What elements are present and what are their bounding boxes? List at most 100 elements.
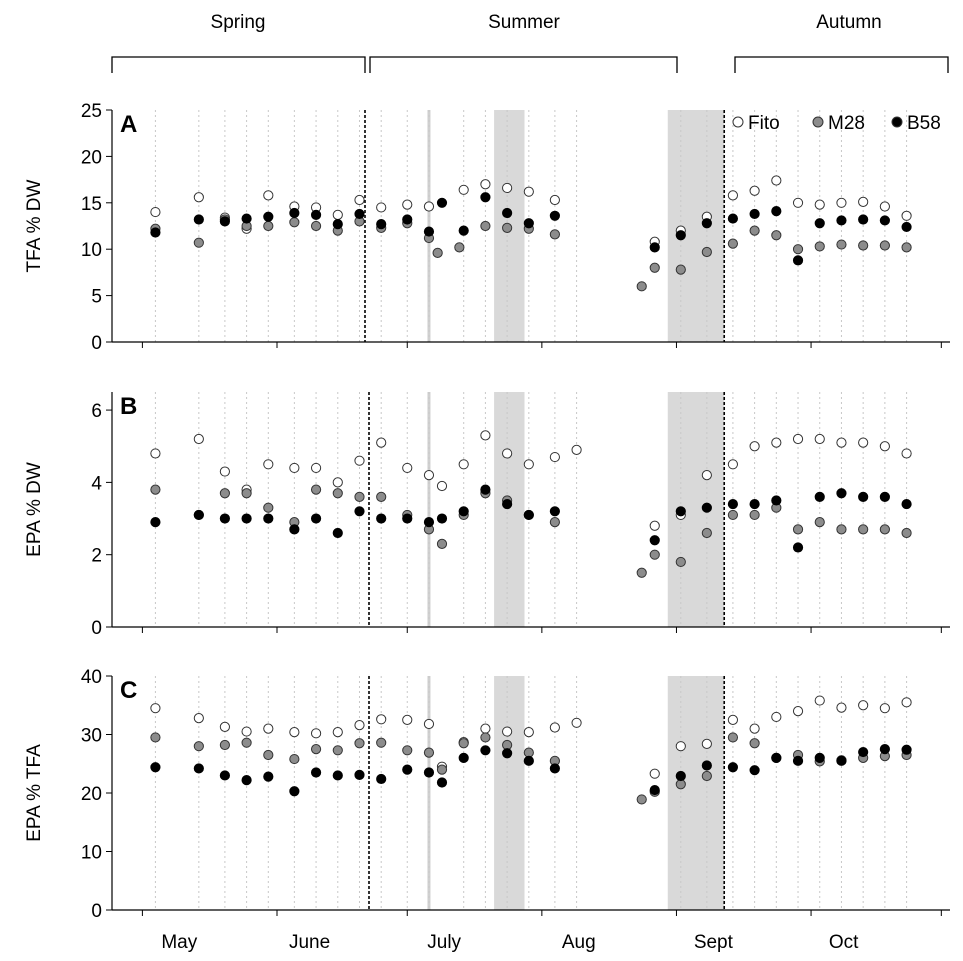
data-point-fito (701, 470, 712, 481)
data-point-m28 (354, 491, 365, 502)
data-point-fito (727, 190, 739, 201)
data-point-fito (402, 199, 413, 210)
data-point-b58 (792, 755, 804, 766)
data-point-b58 (727, 762, 739, 773)
data-point-m28 (502, 222, 513, 233)
data-point-m28 (219, 488, 230, 499)
data-point-fito (901, 697, 912, 708)
data-point-fito (792, 433, 804, 445)
shaded-band (667, 110, 725, 342)
data-point-m28 (749, 509, 760, 521)
data-point-b58 (193, 214, 204, 225)
season-bracket (734, 56, 949, 73)
y-tick-label: 0 (91, 901, 102, 922)
month-label: June (289, 932, 330, 953)
data-point-b58 (354, 769, 365, 780)
data-point-m28 (549, 229, 560, 240)
shaded-band (494, 676, 525, 910)
panel-label: B (120, 393, 137, 420)
data-point-m28 (727, 238, 739, 249)
data-point-b58 (836, 488, 847, 499)
data-point-b58 (241, 513, 252, 524)
data-point-m28 (310, 744, 322, 755)
data-point-b58 (219, 216, 230, 227)
data-point-m28 (193, 237, 204, 248)
data-point-fito (502, 182, 513, 194)
data-point-b58 (649, 784, 660, 796)
data-point-fito (523, 727, 534, 738)
data-point-b58 (354, 208, 365, 220)
data-point-m28 (480, 732, 491, 743)
data-point-b58 (901, 221, 912, 233)
data-point-m28 (458, 738, 469, 749)
data-point-b58 (376, 773, 387, 785)
data-point-b58 (901, 498, 912, 510)
data-point-fito (263, 459, 274, 470)
data-point-fito (701, 738, 712, 749)
data-point-m28 (792, 524, 804, 535)
data-point-b58 (458, 506, 469, 517)
data-point-fito (219, 466, 230, 477)
data-point-b58 (423, 767, 435, 778)
y-tick-label: 4 (91, 473, 102, 494)
y-tick-label: 2 (91, 546, 102, 567)
y-tick-label: 10 (81, 240, 102, 261)
data-point-fito (289, 462, 300, 474)
data-point-b58 (879, 215, 890, 226)
data-point-b58 (423, 226, 435, 237)
data-point-m28 (814, 517, 825, 528)
data-point-b58 (193, 763, 204, 774)
data-point-fito (480, 179, 491, 190)
data-point-b58 (749, 498, 760, 510)
data-point-m28 (858, 240, 869, 251)
data-point-b58 (858, 491, 869, 502)
data-point-m28 (436, 538, 448, 549)
data-point-fito (263, 190, 274, 201)
data-point-b58 (310, 767, 322, 778)
data-point-fito (649, 520, 660, 531)
data-point-fito (376, 714, 387, 725)
data-point-m28 (901, 242, 912, 253)
data-point-b58 (901, 744, 912, 755)
data-point-fito (771, 175, 782, 186)
data-point-m28 (289, 753, 300, 765)
legend-label-fito: Fito (748, 113, 780, 134)
data-point-m28 (701, 527, 712, 539)
data-point-fito (310, 462, 322, 474)
data-point-b58 (502, 498, 513, 510)
data-point-m28 (436, 764, 448, 775)
data-point-b58 (701, 760, 712, 771)
y-tick-label: 40 (81, 667, 102, 688)
data-point-m28 (480, 220, 491, 232)
month-label: Sept (694, 932, 734, 953)
season-bracket (369, 56, 678, 73)
data-point-m28 (675, 264, 686, 275)
data-point-m28 (263, 502, 274, 513)
y-tick-label: 5 (91, 287, 102, 308)
legend-label-m28: M28 (828, 113, 865, 134)
data-point-fito (792, 197, 804, 208)
data-point-fito (289, 727, 300, 738)
data-point-fito (675, 741, 686, 752)
y-tick-label: 20 (81, 784, 102, 805)
data-point-m28 (727, 732, 739, 743)
legend-label-b58: B58 (907, 113, 941, 134)
data-point-m28 (879, 524, 890, 535)
data-point-fito (571, 444, 582, 455)
data-point-m28 (402, 745, 413, 756)
data-point-fito (523, 186, 534, 197)
data-point-fito (836, 197, 847, 208)
data-point-m28 (901, 527, 912, 539)
data-point-fito (436, 480, 448, 492)
data-point-m28 (289, 217, 300, 228)
data-point-m28 (423, 747, 435, 758)
data-point-b58 (193, 509, 204, 521)
y-tick-label: 0 (91, 333, 102, 354)
data-point-b58 (749, 208, 760, 220)
data-point-fito (502, 448, 513, 459)
data-point-fito (749, 441, 760, 452)
data-point-b58 (219, 513, 230, 524)
y-axis-label: TFA % DW (24, 179, 45, 272)
data-point-b58 (675, 770, 686, 782)
